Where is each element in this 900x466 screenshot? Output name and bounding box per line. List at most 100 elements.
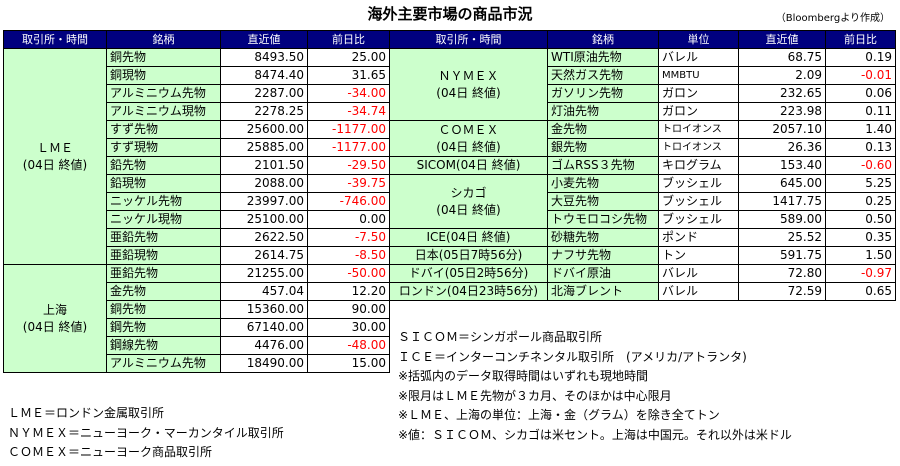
exchange-cell: 日本(05日7時56分) <box>389 246 548 265</box>
exchange-label: ICE(04日 終値) <box>426 230 511 244</box>
change-value: 15.00 <box>307 354 390 373</box>
exchange-label: (04日 終値) <box>436 202 501 217</box>
table-row: 大豆先物 ブッシェル 1417.75 0.25 <box>390 192 896 211</box>
left-table-body: ＬＭＥ (04日 終値) 銅先物 8493.50 25.00 銅現物 8474.40 31.6… <box>3 48 390 373</box>
issue-name: 小麦先物 <box>547 174 659 193</box>
latest-value: 8493.50 <box>220 48 308 67</box>
table-row: ＮＹＭＥＸ (04日 終値) WTI原油先物 バレル 68.75 0.19 <box>389 48 896 121</box>
note-line: ＳＩＣＯＭ＝シンガポール商品取引所 <box>398 330 603 344</box>
latest-value: 26.36 <box>738 138 826 157</box>
issue-name: ニッケル先物 <box>106 192 221 211</box>
change-value: 31.65 <box>307 66 390 85</box>
exchange-label: ＮＹＭＥＸ <box>438 68 499 83</box>
change-value: -0.97 <box>825 264 896 283</box>
header-unit: 単位 <box>658 30 739 49</box>
issue-name: 北海ブレント <box>547 282 659 301</box>
table-row: 亜鉛現物 2614.75 -8.50 <box>4 246 390 265</box>
left-price-table: 取引所・時間 銘柄 直近値 前日比 ＬＭＥ (04日 終値) 銅先物 8493.50 2… <box>3 30 390 373</box>
table-row: 鉛現物 2088.00 -39.75 <box>4 174 390 193</box>
header-change: 前日比 <box>307 30 390 49</box>
latest-value: 25885.00 <box>220 138 308 157</box>
unit-cell: トン <box>658 246 739 265</box>
change-value: 0.06 <box>825 84 896 103</box>
issue-name: 金先物 <box>547 120 659 139</box>
change-value: -0.60 <box>825 156 896 175</box>
issue-name: アルミニウム先物 <box>106 354 221 373</box>
right-header-row: 取引所・時間 銘柄 単位 直近値 前日比 <box>389 30 896 49</box>
latest-value: 68.75 <box>738 48 826 67</box>
latest-value: 457.04 <box>220 282 308 301</box>
page-title: 海外主要市場の商品市況 <box>367 5 533 23</box>
change-value: -39.75 <box>307 174 390 193</box>
unit-cell: キログラム <box>658 156 739 175</box>
issue-name: 大豆先物 <box>547 192 659 211</box>
exchange-label: 上海 <box>42 302 67 317</box>
change-value: -34.00 <box>307 84 390 103</box>
table-row: 鋼線先物 4476.00 -48.00 <box>4 336 390 355</box>
table-row: 鉛先物 2101.50 -29.50 <box>4 156 390 175</box>
change-value: -50.00 <box>307 264 390 283</box>
table-row: ＬＭＥ (04日 終値) 銅先物 8493.50 25.00 <box>3 48 390 265</box>
exchange-cell: SICOM(04日 終値) <box>389 156 548 175</box>
table-row: 上海 (04日 終値) 亜鉛先物 21255.00 -50.00 <box>3 264 390 373</box>
issue-name: 銅先物 <box>106 300 221 319</box>
latest-value: 15360.00 <box>220 300 308 319</box>
note-line: ＩＣＥ＝インターコンチネンタル取引所 (アメリカ/アトランタ) <box>398 349 747 364</box>
note-line: ※括弧内のデータ取得時間はいずれも現地時間 <box>398 369 649 383</box>
issue-name: 鋼線先物 <box>106 336 221 355</box>
issue-name: 鋼先物 <box>106 318 221 337</box>
change-value: 1.40 <box>825 120 896 139</box>
exchange-cell: ロンドン(04日23時56分) <box>389 282 548 301</box>
issue-name: すず先物 <box>106 120 221 139</box>
table-row: ICE(04日 終値) 砂糖先物 ポンド 25.52 0.35 <box>389 228 896 247</box>
latest-value: 2622.50 <box>220 228 308 247</box>
header-change: 前日比 <box>825 30 896 49</box>
change-value: 25.00 <box>307 48 390 67</box>
change-value: -1177.00 <box>307 120 390 139</box>
change-value: -48.00 <box>307 336 390 355</box>
issue-name: ニッケル現物 <box>106 210 221 229</box>
change-value: -8.50 <box>307 246 390 265</box>
header-latest: 直近値 <box>738 30 826 49</box>
notes-right: ＳＩＣＯＭ＝シンガポール商品取引所 ＩＣＥ＝インターコンチネンタル取引所 (アメリ… <box>398 328 792 445</box>
issue-name: 亜鉛現物 <box>106 246 221 265</box>
latest-value: 72.80 <box>738 264 826 283</box>
latest-value: 2101.50 <box>220 156 308 175</box>
exchange-label: (04日 終値) <box>436 139 501 154</box>
unit-cell: バレル <box>658 264 739 283</box>
header-issue: 銘柄 <box>547 30 659 49</box>
issue-name: 鉛先物 <box>106 156 221 175</box>
table-row: ニッケル現物 25100.00 0.00 <box>4 210 390 229</box>
latest-value: 25100.00 <box>220 210 308 229</box>
issue-name: 金先物 <box>106 282 221 301</box>
latest-value: 153.40 <box>738 156 826 175</box>
latest-value: 67140.00 <box>220 318 308 337</box>
exchange-cell: シカゴ (04日 終値) <box>389 174 548 229</box>
exchange-cell: ドバイ(05日2時56分) <box>389 264 548 283</box>
latest-value: 72.59 <box>738 282 826 301</box>
table-row: 鋼先物 67140.00 30.00 <box>4 318 390 337</box>
right-price-table: 取引所・時間 銘柄 単位 直近値 前日比 ＮＹＭＥＸ (04日 終値) WTI原油先… <box>389 30 896 301</box>
latest-value: 2088.00 <box>220 174 308 193</box>
issue-name: トウモロコシ先物 <box>547 210 659 229</box>
exchange-label: 日本(05日7時56分) <box>414 248 523 262</box>
exchange-label: (04日 終値) <box>436 85 501 100</box>
issue-name: アルミニウム現物 <box>106 102 221 121</box>
note-line: ※ＬＭＥ、上海の単位：上海・金（グラム）を除き全てトン <box>398 408 720 422</box>
issue-name: 砂糖先物 <box>547 228 659 247</box>
latest-value: 645.00 <box>738 174 826 193</box>
table-row: すず先物 25600.00 -1177.00 <box>4 120 390 139</box>
note-line: ＬＭＥ＝ロンドン金属取引所 <box>8 406 165 420</box>
change-value: 90.00 <box>307 300 390 319</box>
change-value: 12.20 <box>307 282 390 301</box>
header-exchange: 取引所・時間 <box>389 30 548 49</box>
unit-cell: ガロン <box>658 102 739 121</box>
table-row: すず現物 25885.00 -1177.00 <box>4 138 390 157</box>
exchange-label: シカゴ <box>450 185 487 200</box>
unit-cell: バレル <box>658 48 739 67</box>
change-value: 0.25 <box>825 192 896 211</box>
table-row: 日本(05日7時56分) ナフサ先物 トン 591.75 1.50 <box>389 246 896 265</box>
exchange-cell: ＬＭＥ (04日 終値) <box>3 48 107 265</box>
exchange-label: (04日 終値) <box>22 319 88 334</box>
table-row: アルミニウム先物 2287.00 -34.00 <box>4 84 390 103</box>
